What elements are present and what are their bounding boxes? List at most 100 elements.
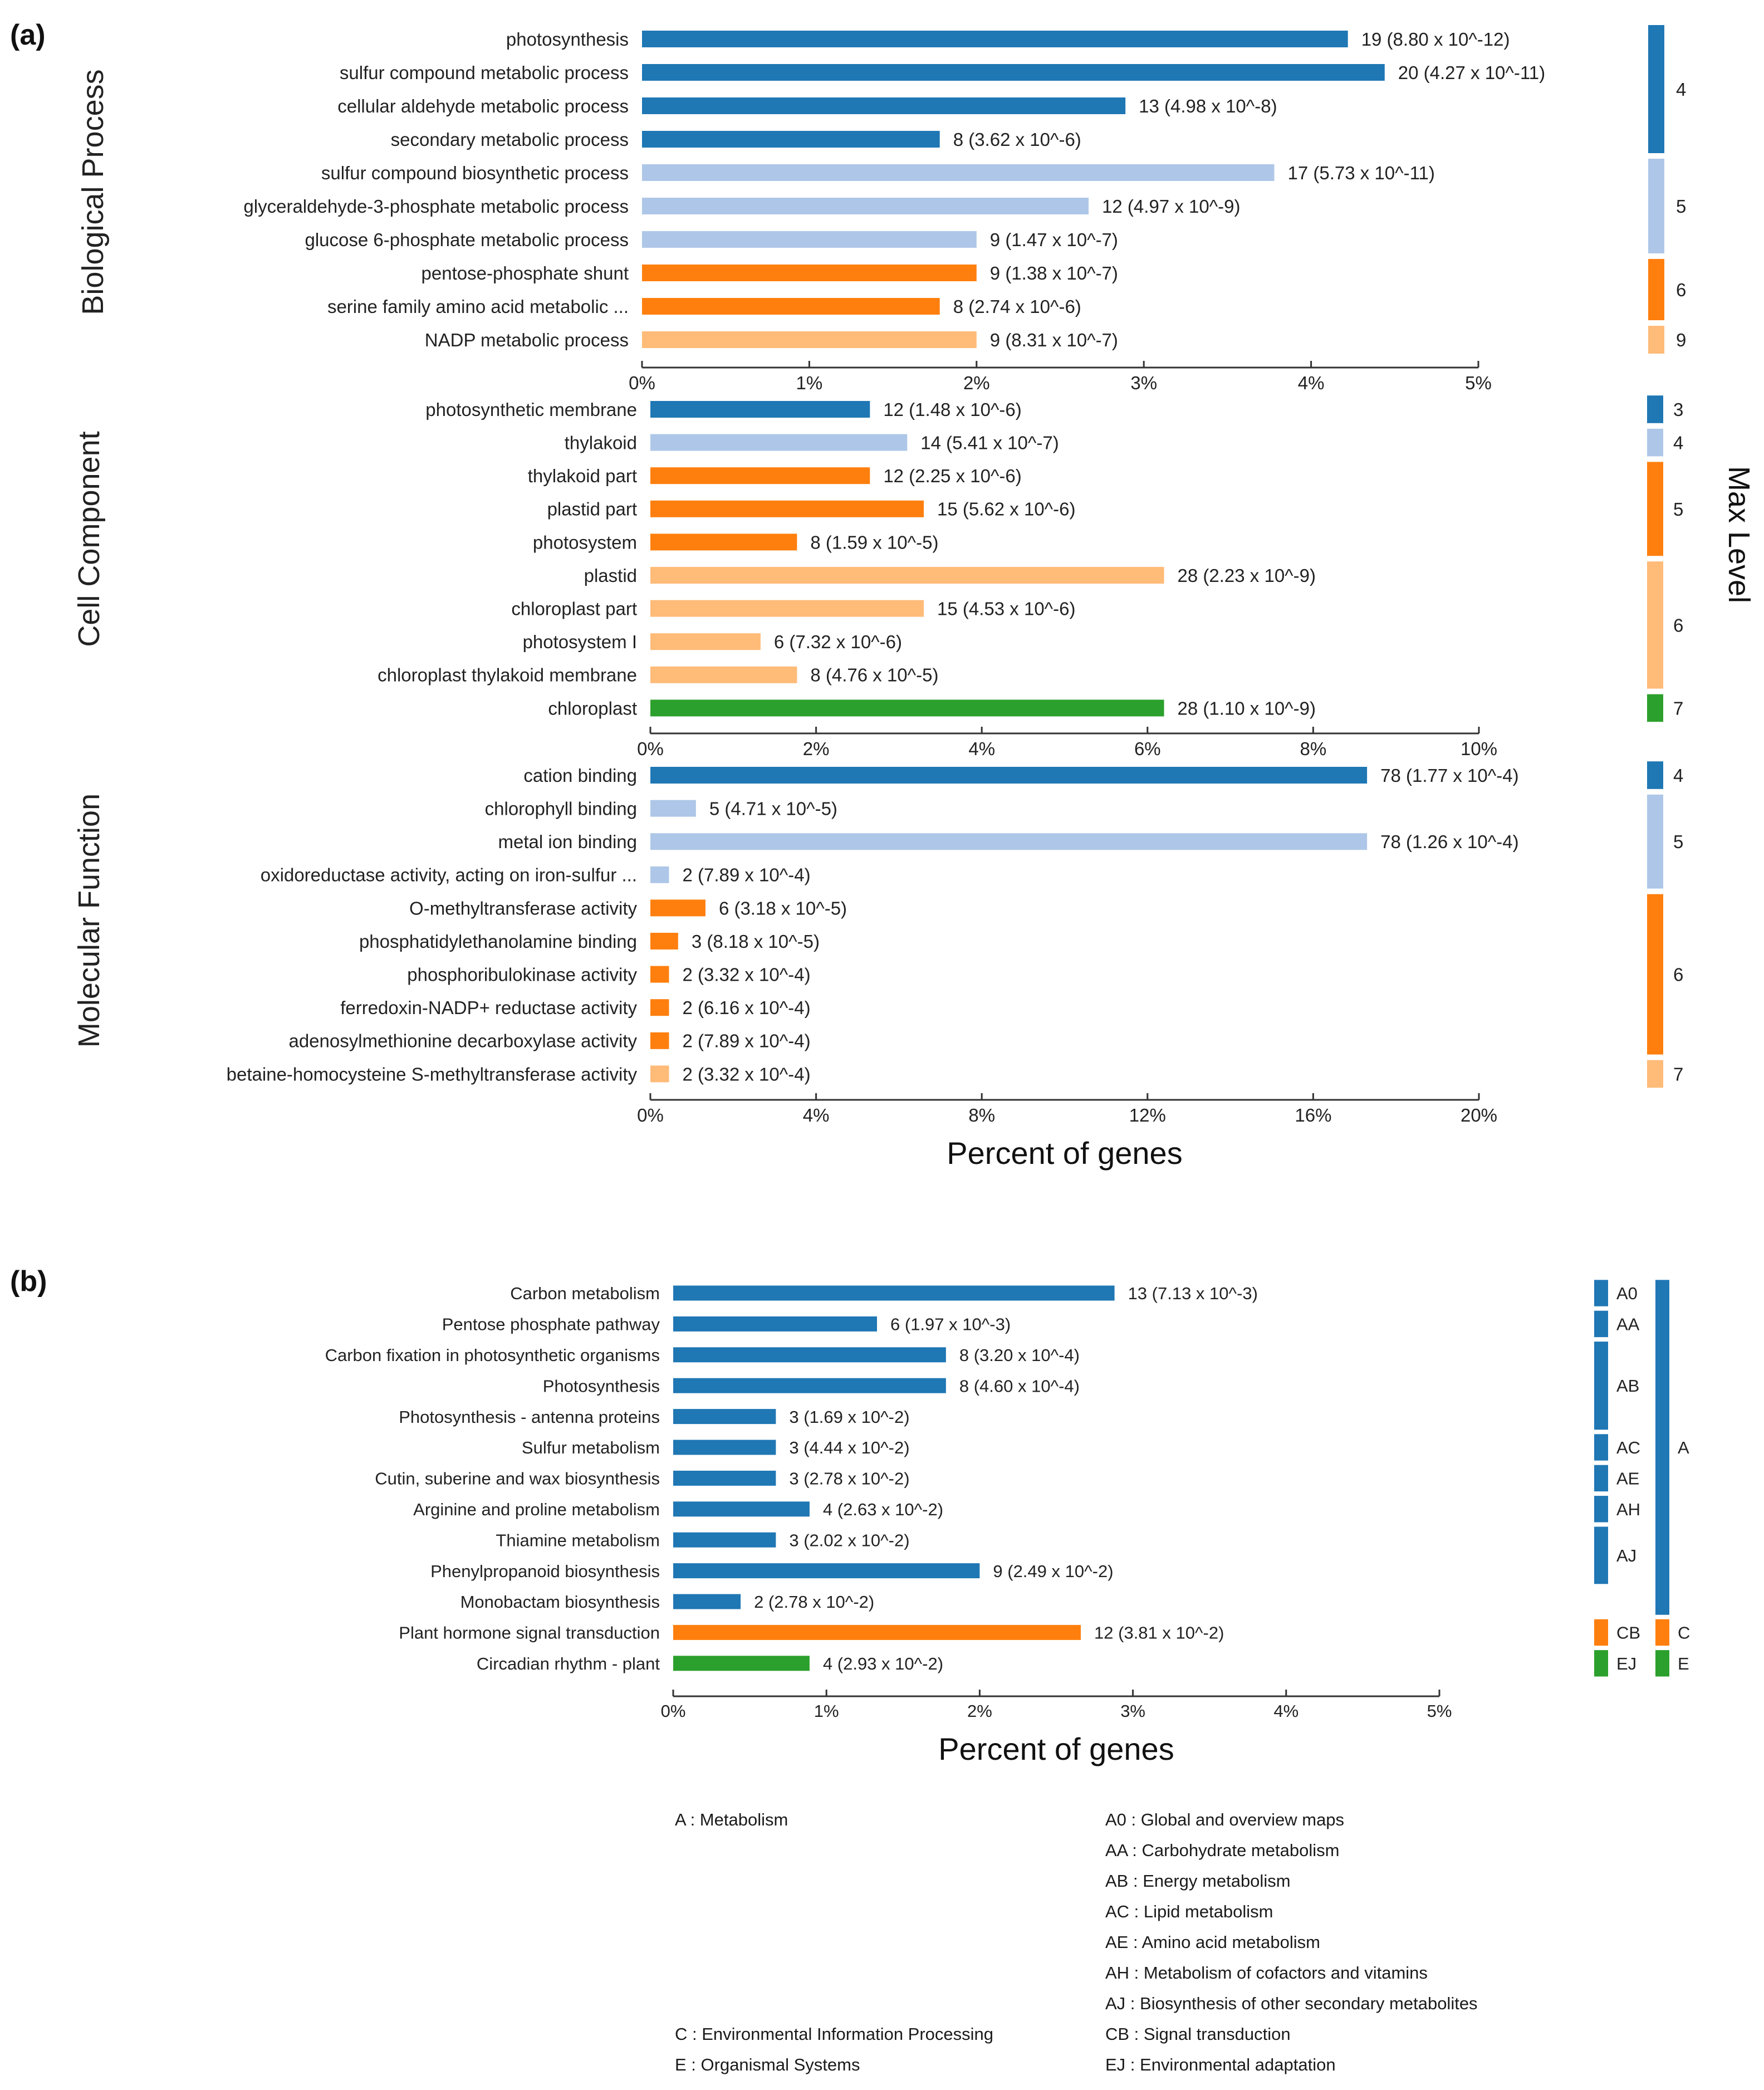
bar-kegg-pentose-phosphate-pathway [673,1316,878,1332]
value-label-bp-secondary-metabolic-process: 8 (3.62 x 10^-6) [953,129,1081,150]
bar-bp-pentose-phosphate-shunt [642,265,977,281]
value-label-bp-glucose-6-phosphate-metabolic-process: 9 (1.47 x 10^-7) [990,229,1118,250]
bar-cc-plastid [650,567,1164,584]
max-level-bar-cc-4 [1647,694,1663,722]
kegg-subgroup-label-ae: AE [1616,1469,1639,1488]
legend-organismal-systems: E : Organismal Systems [675,2055,860,2074]
value-label-mf-oxidoreductase-activity-acting-on-iron-sulfur: 2 (7.89 x 10^-4) [682,865,810,885]
max-level-label-cc-4: 7 [1673,698,1683,718]
bar-bp-sulfur-compound-metabolic-process [642,64,1385,81]
value-label-kegg-photosynthesis: 8 (4.60 x 10^-4) [959,1376,1080,1396]
category-label-cc-thylakoid: thylakoid [565,432,637,453]
max-level-label-mf-1: 5 [1673,831,1683,852]
group-label-mf: Molecular Function [72,794,106,1048]
category-label-cc-plastid-part: plastid part [547,499,637,520]
kegg-topgroup-bar-a [1655,1280,1669,1615]
bar-cc-photosystem-i [650,633,761,650]
bar-cc-thylakoid-part [650,467,870,484]
x-axis-title-kegg: Percent of genes [938,1731,1174,1766]
value-label-kegg-arginine-and-proline-metabolism: 4 (2.63 x 10^-2) [823,1500,943,1519]
value-label-bp-sulfur-compound-biosynthetic-process: 17 (5.73 x 10^-11) [1288,163,1435,183]
category-label-cc-chloroplast-part: chloroplast part [511,598,637,619]
x-tick-label-bp-4: 4% [1298,373,1325,393]
kegg-subgroup-label-ab: AB [1616,1376,1639,1396]
value-label-cc-chloroplast-part: 15 (4.53 x 10^-6) [937,598,1075,619]
legend-carbohydrate-metabolism: AA : Carbohydrate metabolism [1105,1841,1340,1860]
x-tick-label-kegg-1: 1% [814,1701,839,1721]
bar-mf-phosphatidylethanolamine-binding [650,933,678,949]
category-label-bp-nadp-metabolic-process: NADP metabolic process [425,330,629,350]
category-label-cc-photosystem-i: photosystem I [523,632,637,652]
value-label-mf-o-methyltransferase-activity: 6 (3.18 x 10^-5) [719,898,847,918]
category-label-kegg-cutin-suberine-and-wax-biosynthesis: Cutin, suberine and wax biosynthesis [375,1469,660,1489]
bar-bp-glyceraldehyde-3-phosphate-metabolic-process [642,198,1089,214]
value-label-cc-plastid: 28 (2.23 x 10^-9) [1178,565,1316,586]
category-label-kegg-phenylpropanoid-biosynthesis: Phenylpropanoid biosynthesis [430,1562,660,1581]
x-tick-label-kegg-3: 3% [1120,1701,1145,1721]
category-label-bp-sulfur-compound-biosynthetic-process: sulfur compound biosynthetic process [321,163,629,183]
value-label-kegg-carbon-fixation-in-photosynthetic-organisms: 8 (3.20 x 10^-4) [959,1345,1080,1365]
x-tick-label-cc-2: 4% [968,738,995,759]
category-label-kegg-sulfur-metabolism: Sulfur metabolism [522,1438,660,1457]
x-tick-label-bp-3: 3% [1130,373,1157,393]
kegg-topgroup-bar-e [1655,1650,1669,1677]
value-label-mf-phosphatidylethanolamine-binding: 3 (8.18 x 10^-5) [692,931,820,952]
category-label-kegg-plant-hormone-signal-transduction: Plant hormone signal transduction [399,1623,660,1643]
category-label-cc-plastid: plastid [584,565,637,586]
max-level-label-cc-3: 6 [1673,615,1683,635]
bar-kegg-sulfur-metabolism [673,1440,776,1455]
category-label-mf-oxidoreductase-activity-acting-on-iron-sulfur: oxidoreductase activity, acting on iron-… [261,865,637,885]
bar-kegg-carbon-metabolism [673,1285,1115,1301]
x-tick-label-mf-2: 8% [968,1105,995,1125]
kegg-subgroup-bar-a0 [1594,1280,1608,1306]
category-label-mf-betaine-homocysteine-s-methyltransferase-activity: betaine-homocysteine S-methyltransferase… [227,1064,638,1084]
category-label-bp-sulfur-compound-metabolic-process: sulfur compound metabolic process [340,62,629,83]
x-tick-label-mf-3: 12% [1129,1105,1166,1125]
value-label-kegg-carbon-metabolism: 13 (7.13 x 10^-3) [1128,1284,1258,1303]
bar-cc-chloroplast-part [650,600,924,617]
bar-cc-plastid-part [650,500,924,517]
bar-kegg-circadian-rhythm-plant [673,1656,810,1671]
category-label-bp-pentose-phosphate-shunt: pentose-phosphate shunt [422,263,629,283]
bar-kegg-arginine-and-proline-metabolism [673,1501,810,1517]
max-level-bar-bp-0 [1648,25,1664,153]
value-label-bp-glyceraldehyde-3-phosphate-metabolic-process: 12 (4.97 x 10^-9) [1102,196,1240,217]
legend-amino-acid-metabolism: AE : Amino acid metabolism [1105,1932,1320,1952]
value-label-bp-photosynthesis: 19 (8.80 x 10^-12) [1361,29,1510,50]
x-tick-label-kegg-5: 5% [1427,1701,1452,1721]
kegg-topgroup-label-a: A [1678,1438,1689,1457]
category-label-mf-cation-binding: cation binding [523,765,637,786]
kegg-subgroup-bar-aj [1594,1526,1608,1584]
max-level-bar-cc-3 [1647,561,1663,689]
group-label-bp: Biological Process [76,69,110,315]
category-label-kegg-monobactam-biosynthesis: Monobactam biosynthesis [460,1592,660,1612]
legend-environmental-adaptation: EJ : Environmental adaptation [1105,2055,1336,2074]
value-label-cc-chloroplast: 28 (1.10 x 10^-9) [1178,698,1316,718]
value-label-bp-cellular-aldehyde-metabolic-process: 13 (4.98 x 10^-8) [1139,96,1277,116]
value-label-mf-adenosylmethionine-decarboxylase-activity: 2 (7.89 x 10^-4) [682,1031,810,1051]
max-level-label-mf-3: 7 [1673,1064,1683,1084]
value-label-mf-metal-ion-binding: 78 (1.26 x 10^-4) [1380,831,1518,852]
category-label-mf-adenosylmethionine-decarboxylase-activity: adenosylmethionine decarboxylase activit… [288,1031,637,1051]
x-tick-label-mf-1: 4% [803,1105,830,1125]
kegg-subgroup-bar-cb [1594,1619,1608,1646]
max-level-bar-cc-2 [1647,462,1663,556]
kegg-subgroup-bar-ab [1594,1342,1608,1430]
bar-bp-cellular-aldehyde-metabolic-process [642,97,1126,114]
x-tick-label-bp-2: 2% [963,373,990,393]
max-level-bar-mf-0 [1647,761,1663,789]
max-level-label-bp-2: 6 [1676,280,1686,300]
kegg-subgroup-label-ah: AH [1616,1500,1640,1519]
kegg-topgroup-label-e: E [1678,1654,1689,1673]
value-label-kegg-pentose-phosphate-pathway: 6 (1.97 x 10^-3) [890,1315,1011,1334]
kegg-subgroup-bar-ah [1594,1496,1608,1523]
x-tick-label-cc-1: 2% [803,738,830,759]
value-label-kegg-sulfur-metabolism: 3 (4.44 x 10^-2) [789,1438,909,1457]
bar-kegg-photosynthesis [673,1378,946,1393]
max-level-label-mf-2: 6 [1673,965,1683,985]
max-level-bar-bp-1 [1648,159,1664,253]
value-label-cc-photosystem-i: 6 (7.32 x 10^-6) [774,632,902,652]
category-label-bp-secondary-metabolic-process: secondary metabolic process [391,129,629,150]
kegg-subgroup-label-cb: CB [1616,1623,1640,1642]
